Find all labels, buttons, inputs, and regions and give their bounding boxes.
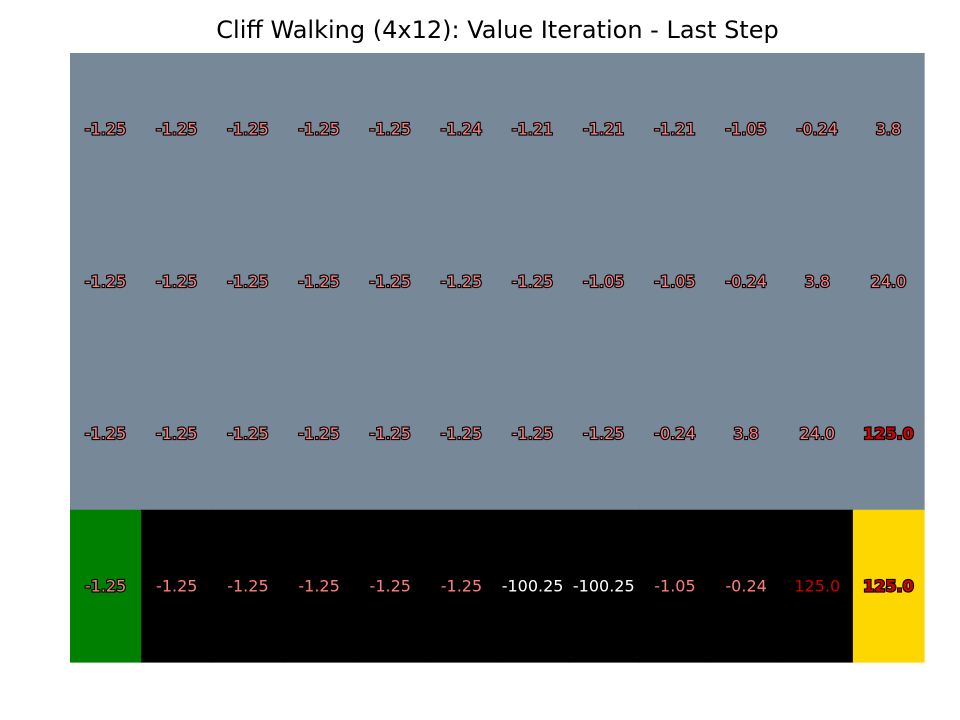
cell-0-0	[70, 53, 142, 206]
cell-2-2	[212, 357, 285, 511]
cell-value-0-5: -1.24	[441, 120, 482, 139]
cell-2-3	[283, 357, 356, 511]
cell-2-5	[425, 357, 498, 511]
cell-0-2	[212, 53, 285, 206]
cell-value-3-5: -1.25	[441, 576, 482, 595]
cell-1-5	[425, 205, 498, 359]
cell-0-8	[639, 53, 712, 206]
cell-3-4	[354, 509, 427, 663]
cell-2-6	[497, 357, 569, 511]
cell-value-0-4: -1.25	[370, 120, 411, 139]
cell-value-3-2: -1.25	[227, 576, 268, 595]
cell-0-10	[781, 53, 854, 206]
cell-value-1-10: 3.8	[805, 272, 830, 291]
cell-value-0-0: -1.25	[85, 120, 126, 139]
cell-value-2-10: 24.0	[799, 424, 835, 443]
cell-2-8	[639, 357, 712, 511]
cell-value-3-11: 125.0	[863, 576, 914, 595]
cell-value-0-7: -1.21	[583, 120, 624, 139]
cell-value-1-9: -0.24	[725, 272, 766, 291]
cell-value-0-2: -1.25	[227, 120, 268, 139]
cell-1-7	[568, 205, 640, 359]
cell-value-1-3: -1.25	[298, 272, 339, 291]
chart-title: Cliff Walking (4x12): Value Iteration - …	[216, 16, 779, 44]
cell-0-9	[710, 53, 783, 206]
cell-0-4	[354, 53, 427, 206]
cell-1-3	[283, 205, 356, 359]
cell-1-10	[781, 205, 854, 359]
cell-value-3-10: 125.0	[794, 576, 840, 595]
cell-value-3-3: -1.25	[298, 576, 339, 595]
cell-value-2-6: -1.25	[512, 424, 553, 443]
cell-2-9	[710, 357, 783, 511]
cell-value-0-10: -0.24	[797, 120, 838, 139]
cell-value-2-1: -1.25	[156, 424, 197, 443]
cell-1-9	[710, 205, 783, 359]
cell-value-2-11: 125.0	[863, 424, 914, 443]
cell-value-2-0: -1.25	[85, 424, 126, 443]
cell-value-0-3: -1.25	[298, 120, 339, 139]
cell-1-4	[354, 205, 427, 359]
cell-value-1-1: -1.25	[156, 272, 197, 291]
cell-value-1-0: -1.25	[85, 272, 126, 291]
cell-0-3	[283, 53, 356, 206]
cell-1-11	[852, 205, 925, 359]
cell-2-1	[141, 357, 213, 511]
cell-value-2-4: -1.25	[370, 424, 411, 443]
cell-3-11	[852, 509, 925, 663]
cell-value-3-7: -100.25	[573, 576, 635, 595]
cell-value-1-6: -1.25	[512, 272, 553, 291]
cell-2-0	[70, 357, 142, 511]
cell-3-6	[497, 509, 569, 663]
cell-value-0-11: 3.8	[876, 120, 901, 139]
cell-value-3-1: -1.25	[156, 576, 197, 595]
cell-3-8	[639, 509, 712, 663]
cell-1-1	[141, 205, 213, 359]
cell-value-1-5: -1.25	[441, 272, 482, 291]
cell-value-3-9: -0.24	[725, 576, 766, 595]
cell-value-0-8: -1.21	[654, 120, 695, 139]
cell-value-2-5: -1.25	[441, 424, 482, 443]
cell-3-1	[141, 509, 213, 663]
cell-value-1-7: -1.05	[583, 272, 624, 291]
cell-0-1	[141, 53, 213, 206]
cell-value-0-6: -1.21	[512, 120, 553, 139]
cell-2-7	[568, 357, 640, 511]
cell-3-3	[283, 509, 356, 663]
cell-3-7	[568, 509, 640, 663]
cell-value-2-2: -1.25	[227, 424, 268, 443]
cell-value-2-3: -1.25	[298, 424, 339, 443]
cell-value-1-11: 24.0	[871, 272, 907, 291]
cell-3-2	[212, 509, 285, 663]
cell-3-9	[710, 509, 783, 663]
cell-0-7	[568, 53, 640, 206]
cell-3-10	[781, 509, 854, 663]
cell-value-3-0: -1.25	[85, 576, 126, 595]
cell-value-3-4: -1.25	[370, 576, 411, 595]
cell-2-4	[354, 357, 427, 511]
cell-value-1-4: -1.25	[370, 272, 411, 291]
cell-1-8	[639, 205, 712, 359]
cell-1-6	[497, 205, 569, 359]
cell-1-0	[70, 205, 142, 359]
cell-0-6	[497, 53, 569, 206]
cell-value-2-9: 3.8	[733, 424, 758, 443]
cell-value-3-8: -1.05	[654, 576, 695, 595]
cell-value-2-8: -0.24	[654, 424, 695, 443]
cell-value-3-6: -100.25	[502, 576, 564, 595]
cell-0-11	[852, 53, 925, 206]
cell-value-1-8: -1.05	[654, 272, 695, 291]
cell-value-2-7: -1.25	[583, 424, 624, 443]
cell-value-0-1: -1.25	[156, 120, 197, 139]
cell-1-2	[212, 205, 285, 359]
cell-3-5	[425, 509, 498, 663]
cell-2-10	[781, 357, 854, 511]
cell-value-1-2: -1.25	[227, 272, 268, 291]
cell-value-0-9: -1.05	[725, 120, 766, 139]
cell-0-5	[425, 53, 498, 206]
cell-2-11	[852, 357, 925, 511]
cell-3-0	[70, 509, 142, 663]
